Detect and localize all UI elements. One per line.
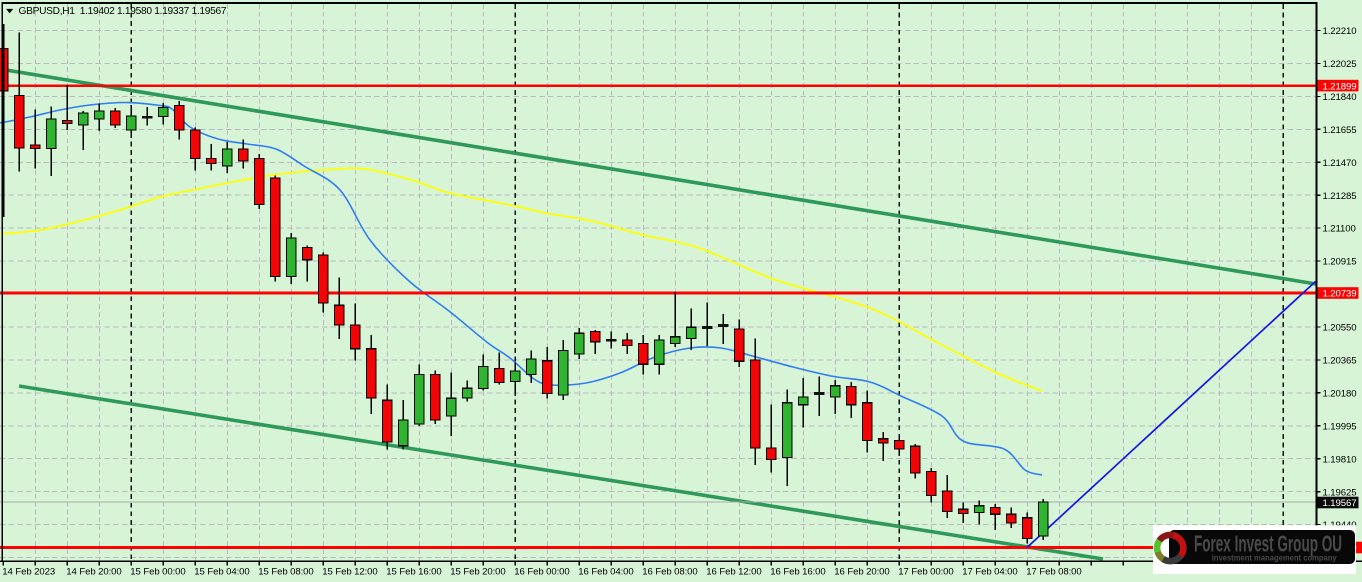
svg-text:16 Feb 12:00: 16 Feb 12:00 <box>706 567 761 578</box>
svg-text:Forex Invest Group OU: Forex Invest Group OU <box>1194 531 1342 557</box>
svg-text:17 Feb 04:00: 17 Feb 04:00 <box>962 567 1017 578</box>
svg-text:16 Feb 20:00: 16 Feb 20:00 <box>834 567 889 578</box>
svg-text:15 Feb 04:00: 15 Feb 04:00 <box>194 567 249 578</box>
svg-text:17 Feb 08:00: 17 Feb 08:00 <box>1026 567 1081 578</box>
svg-text:16 Feb 08:00: 16 Feb 08:00 <box>642 567 697 578</box>
svg-text:1.22210: 1.22210 <box>1323 26 1357 37</box>
svg-text:14 Feb 2023: 14 Feb 2023 <box>2 567 55 578</box>
svg-text:1.19995: 1.19995 <box>1323 421 1357 432</box>
svg-text:1.20739: 1.20739 <box>1323 289 1357 300</box>
svg-text:15 Feb 12:00: 15 Feb 12:00 <box>322 567 377 578</box>
svg-text:1.19810: 1.19810 <box>1323 454 1357 465</box>
svg-text:1.21100: 1.21100 <box>1323 224 1356 235</box>
svg-text:15 Feb 00:00: 15 Feb 00:00 <box>130 567 185 578</box>
svg-text:16 Feb 16:00: 16 Feb 16:00 <box>770 567 825 578</box>
svg-text:14 Feb 20:00: 14 Feb 20:00 <box>66 567 121 578</box>
svg-text:1.20915: 1.20915 <box>1323 257 1357 268</box>
svg-text:1.21840: 1.21840 <box>1323 92 1357 103</box>
svg-text:16 Feb 04:00: 16 Feb 04:00 <box>578 567 633 578</box>
svg-text:15 Feb 16:00: 15 Feb 16:00 <box>386 567 441 578</box>
svg-text:16 Feb 00:00: 16 Feb 00:00 <box>514 567 569 578</box>
svg-text:15 Feb 20:00: 15 Feb 20:00 <box>450 567 505 578</box>
svg-text:1.20180: 1.20180 <box>1323 388 1357 399</box>
svg-text:GBPUSD,H1 1.19402 1.19580 1.1: GBPUSD,H1 1.19402 1.19580 1.19337 1.1956… <box>19 6 227 17</box>
svg-text:1.21899: 1.21899 <box>1323 81 1357 92</box>
svg-text:1.21470: 1.21470 <box>1323 158 1357 169</box>
svg-text:investment management company: investment management company <box>1212 553 1337 562</box>
svg-text:1.21655: 1.21655 <box>1323 125 1357 136</box>
svg-text:1.20550: 1.20550 <box>1323 323 1357 334</box>
svg-text:1.21285: 1.21285 <box>1323 191 1357 202</box>
svg-text:17 Feb 00:00: 17 Feb 00:00 <box>898 567 953 578</box>
svg-text:1.20365: 1.20365 <box>1323 356 1357 367</box>
svg-text:15 Feb 08:00: 15 Feb 08:00 <box>258 567 313 578</box>
svg-text:1.19567: 1.19567 <box>1323 498 1357 509</box>
svg-text:1.22025: 1.22025 <box>1323 59 1357 70</box>
svg-text:1.19625: 1.19625 <box>1323 487 1357 498</box>
